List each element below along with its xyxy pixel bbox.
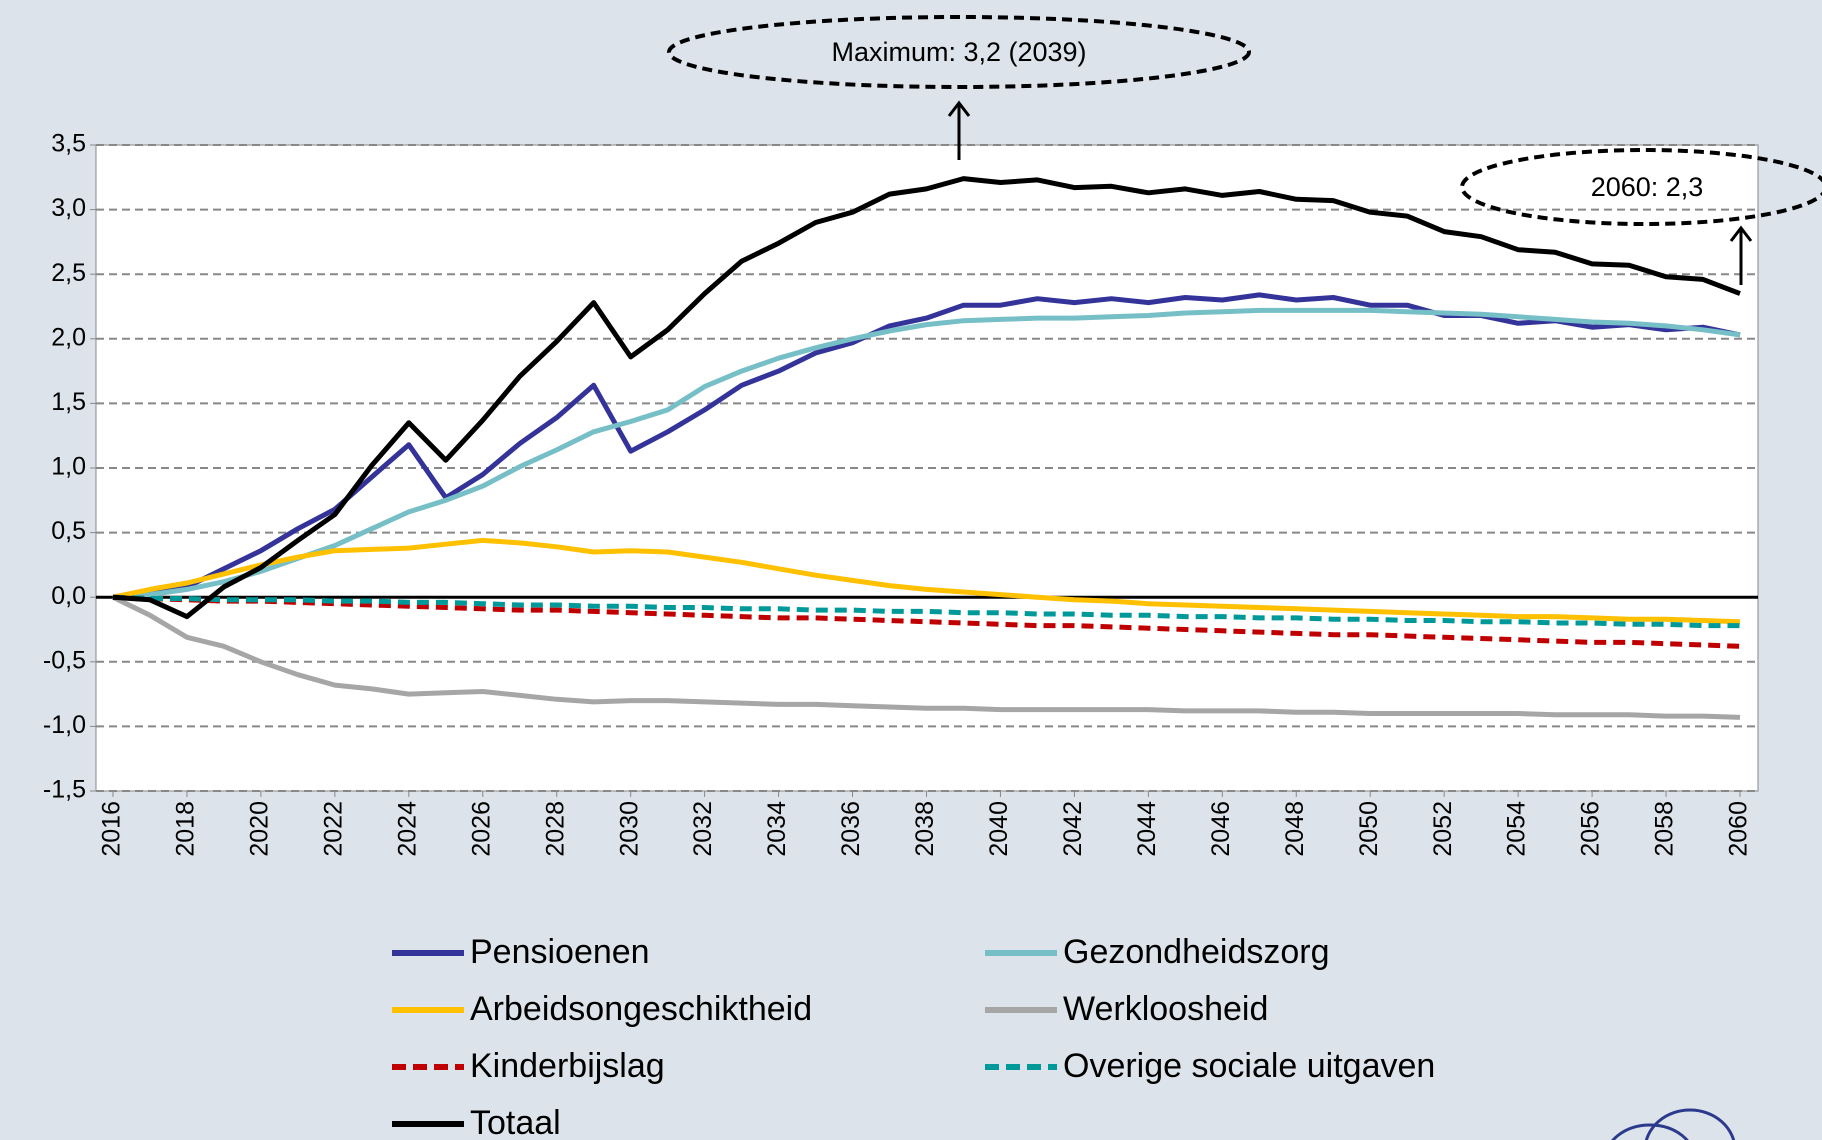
logo xyxy=(1611,1108,1736,1140)
series-line xyxy=(111,594,1741,720)
y-tick-label: 1,0 xyxy=(51,453,86,481)
series-line xyxy=(112,537,1741,625)
series-line xyxy=(112,176,1741,620)
legend-label: Werkloosheid xyxy=(1063,990,1268,1028)
legend-label: Pensioenen xyxy=(470,933,650,971)
y-tick-label: 0,5 xyxy=(51,517,86,545)
lines xyxy=(111,176,1741,720)
x-tick-label: 2048 xyxy=(1281,801,1309,857)
y-tick-label: -1,5 xyxy=(43,776,86,804)
x-tick-label: 2020 xyxy=(246,801,274,857)
y-tick-label: 2,5 xyxy=(51,259,86,287)
annotation-arrowhead xyxy=(947,100,971,117)
legend-label: Totaal xyxy=(470,1104,561,1140)
legend: Pensioenen Gezondheidszorg Arbeidsongeschi… xyxy=(392,933,1435,1140)
series-line xyxy=(112,594,1740,629)
x-tick-label: 2046 xyxy=(1207,801,1235,857)
x-tick-label: 2056 xyxy=(1577,801,1605,857)
y-tick-label: 1,5 xyxy=(51,388,86,416)
series-line xyxy=(112,307,1741,600)
grid xyxy=(90,144,1758,797)
y-tick-label: -1,0 xyxy=(43,711,86,739)
x-tick-label: 2042 xyxy=(1059,801,1087,857)
annotation-arrowhead xyxy=(1729,225,1753,242)
x-tick-label: 2060 xyxy=(1725,801,1753,857)
labels: -1,5 -1,0 -0,5 0,0 0,5 1,0 1,5 2,0 2,5 3,0 3,5 2016… xyxy=(43,130,1753,857)
x-tick-label: 2024 xyxy=(393,801,421,857)
x-tick-label: 2030 xyxy=(615,801,643,857)
annotation: Maximum: 3,2 (2039) xyxy=(831,37,1086,67)
y-tick-label: 3,5 xyxy=(51,130,86,158)
x-tick-label: 2044 xyxy=(1133,801,1161,857)
y-tick-label: -0,5 xyxy=(43,646,86,674)
series-line xyxy=(112,594,1741,649)
x-tick-label: 2028 xyxy=(541,801,569,857)
legend-label: Overige sociale uitgaven xyxy=(1063,1047,1435,1085)
legend-label: Kinderbijslag xyxy=(470,1047,665,1085)
x-tick-label: 2018 xyxy=(172,801,200,857)
x-tick-label: 2016 xyxy=(98,801,126,857)
x-tick-label: 2040 xyxy=(985,801,1013,857)
legend-label: Arbeidsongeschiktheid xyxy=(470,990,812,1028)
x-tick-label: 2054 xyxy=(1503,801,1531,857)
x-tick-label: 2052 xyxy=(1429,801,1457,857)
y-tick-label: 0,0 xyxy=(51,582,86,610)
x-tick-label: 2034 xyxy=(763,801,791,857)
x-tick-label: 2022 xyxy=(319,801,347,857)
x-tick-label: 2058 xyxy=(1651,801,1679,857)
y-tick-label: 3,0 xyxy=(51,194,86,222)
x-tick-label: 2036 xyxy=(837,801,865,857)
x-tick-label: 2032 xyxy=(689,801,717,857)
y-tick-label: 2,0 xyxy=(51,323,86,351)
annotation-ellipse xyxy=(667,15,1251,89)
annotation: 2060: 2,3 xyxy=(1591,172,1704,202)
x-tick-label: 2050 xyxy=(1355,801,1383,857)
x-tick-label: 2026 xyxy=(467,801,495,857)
x-tick-label: 2038 xyxy=(911,801,939,857)
legend-label: Gezondheidszorg xyxy=(1063,933,1330,971)
